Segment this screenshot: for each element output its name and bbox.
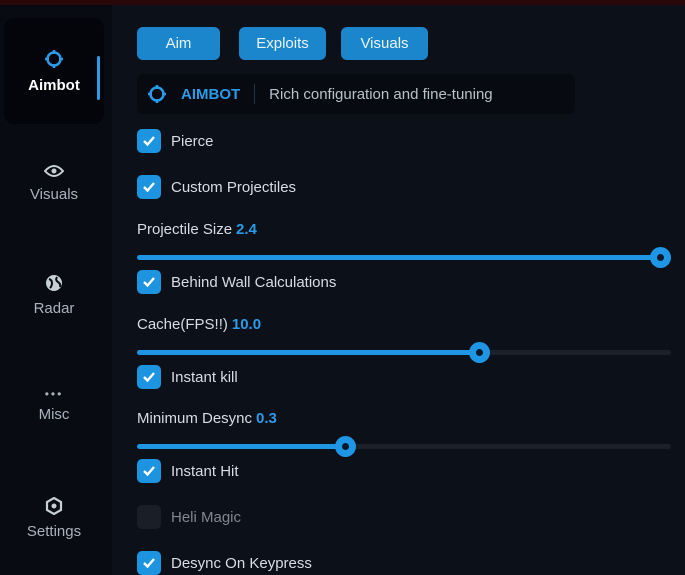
section-description: Rich configuration and fine-tuning bbox=[269, 85, 493, 103]
sidebar-item-aimbot[interactable]: Aimbot bbox=[4, 18, 104, 124]
sidebar-item-misc[interactable]: ••• Misc bbox=[4, 353, 104, 459]
eye-icon bbox=[44, 164, 64, 177]
tab-aim[interactable]: Aim bbox=[137, 27, 220, 60]
checkbox-box[interactable] bbox=[137, 365, 161, 389]
desync-keypress-checkbox[interactable]: Desync On Keypress bbox=[137, 551, 312, 575]
section-title: AIMBOT bbox=[181, 85, 241, 103]
min-desync-slider[interactable] bbox=[137, 436, 671, 457]
instant-kill-checkbox[interactable]: Instant kill bbox=[137, 365, 238, 389]
sidebar-item-settings[interactable]: Settings bbox=[4, 465, 104, 571]
behind-wall-label: Behind Wall Calculations bbox=[171, 273, 337, 291]
instant-hit-label: Instant Hit bbox=[171, 462, 239, 480]
checkbox-box[interactable] bbox=[137, 270, 161, 294]
cache-slider[interactable] bbox=[137, 342, 671, 363]
slider-fill bbox=[137, 444, 346, 449]
instant-hit-checkbox[interactable]: Instant Hit bbox=[137, 459, 239, 483]
crosshair-icon bbox=[45, 49, 63, 68]
slider-thumb[interactable] bbox=[335, 436, 357, 457]
sidebar-item-radar[interactable]: Radar bbox=[4, 242, 104, 348]
projectile-size-value: 2.4 bbox=[236, 221, 257, 238]
min-desync-value: 0.3 bbox=[256, 410, 277, 427]
main-panel: Aim Exploits Visuals AIMBOT Rich configu… bbox=[112, 5, 685, 575]
checkmark-icon bbox=[143, 136, 155, 147]
cache-label-row: Cache(FPS!!) 10.0 bbox=[137, 316, 261, 333]
checkmark-icon bbox=[143, 558, 155, 569]
globe-icon bbox=[46, 274, 62, 291]
checkmark-icon bbox=[143, 277, 155, 288]
slider-thumb[interactable] bbox=[468, 342, 490, 363]
sidebar-item-label: Misc bbox=[38, 405, 70, 423]
sidebar-item-label: Visuals bbox=[29, 185, 79, 203]
desync-keypress-label: Desync On Keypress bbox=[171, 554, 312, 572]
min-desync-label-row: Minimum Desync 0.3 bbox=[137, 410, 277, 427]
section-header: AIMBOT Rich configuration and fine-tunin… bbox=[137, 74, 575, 114]
custom-projectiles-label: Custom Projectiles bbox=[171, 178, 297, 196]
projectile-size-label-row: Projectile Size 2.4 bbox=[137, 221, 257, 238]
heli-magic-label: Heli Magic bbox=[171, 508, 242, 526]
slider-fill bbox=[137, 350, 479, 355]
tab-exploits[interactable]: Exploits bbox=[239, 27, 326, 60]
projectile-size-label: Projectile Size bbox=[137, 221, 233, 238]
checkbox-box[interactable] bbox=[137, 505, 161, 529]
slider-fill bbox=[137, 255, 661, 260]
checkbox-box[interactable] bbox=[137, 175, 161, 199]
active-indicator bbox=[97, 56, 100, 100]
checkbox-box[interactable] bbox=[137, 459, 161, 483]
cache-value: 10.0 bbox=[231, 316, 262, 333]
sidebar-item-label: Settings bbox=[26, 522, 82, 540]
divider bbox=[254, 84, 256, 104]
checkbox-box[interactable] bbox=[137, 551, 161, 575]
instant-kill-label: Instant kill bbox=[171, 368, 238, 386]
tab-visuals[interactable]: Visuals bbox=[341, 27, 428, 60]
gear-icon bbox=[45, 496, 63, 515]
checkmark-icon bbox=[143, 182, 155, 193]
heli-magic-checkbox[interactable]: Heli Magic bbox=[137, 505, 241, 529]
crosshair-icon bbox=[148, 85, 166, 103]
min-desync-label: Minimum Desync bbox=[137, 410, 253, 427]
more-dots-icon: ••• bbox=[44, 386, 64, 401]
window-top-strip bbox=[0, 0, 685, 5]
checkmark-icon bbox=[143, 372, 155, 383]
projectile-size-slider[interactable] bbox=[137, 247, 672, 268]
checkmark-icon bbox=[143, 466, 155, 477]
slider-thumb[interactable] bbox=[650, 247, 672, 268]
pierce-label: Pierce bbox=[171, 132, 214, 150]
pierce-checkbox[interactable]: Pierce bbox=[137, 129, 214, 153]
cache-label: Cache(FPS!!) bbox=[137, 316, 228, 333]
custom-projectiles-checkbox[interactable]: Custom Projectiles bbox=[137, 175, 296, 199]
behind-wall-checkbox[interactable]: Behind Wall Calculations bbox=[137, 270, 336, 294]
sidebar-item-label: Aimbot bbox=[28, 76, 80, 94]
checkbox-box[interactable] bbox=[137, 129, 161, 153]
sidebar: Aimbot Visuals Radar ••• Misc Settings bbox=[0, 5, 112, 575]
sidebar-item-label: Radar bbox=[33, 299, 75, 317]
sidebar-item-visuals[interactable]: Visuals bbox=[4, 130, 104, 236]
